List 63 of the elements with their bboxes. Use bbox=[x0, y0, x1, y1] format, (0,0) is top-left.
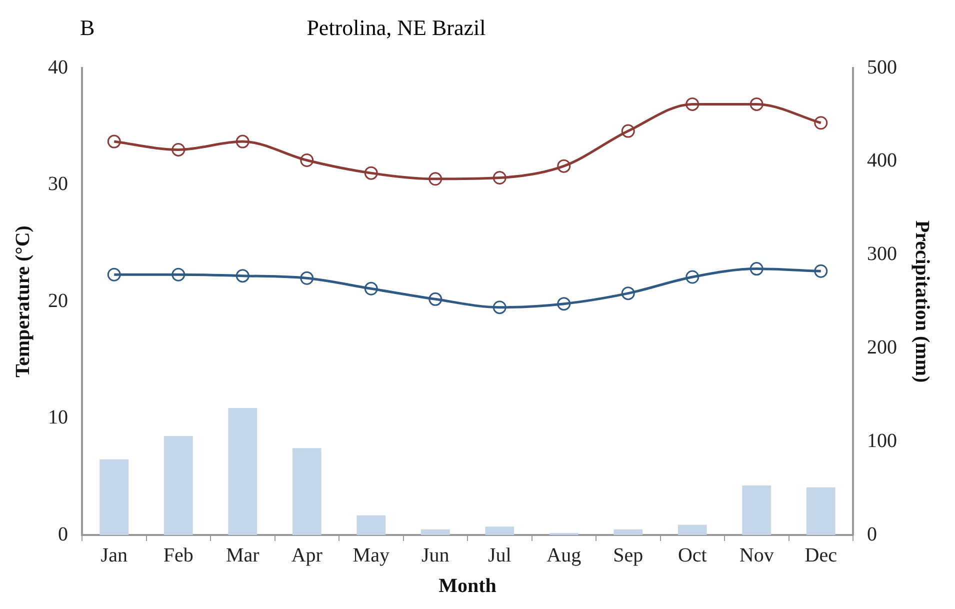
y2-tick-label: 100 bbox=[867, 430, 897, 452]
bar bbox=[420, 529, 450, 535]
x-tick-label: Jan bbox=[100, 544, 128, 566]
x-tick-label: Feb bbox=[163, 544, 194, 566]
y2-tick-label: 300 bbox=[867, 243, 897, 266]
x-tick-label: Sep bbox=[613, 544, 644, 566]
point bbox=[492, 170, 506, 184]
point bbox=[686, 97, 700, 111]
point bbox=[107, 134, 121, 148]
x-tick-label: Aug bbox=[546, 544, 582, 566]
chart-subtitle: B bbox=[80, 15, 95, 41]
point bbox=[364, 166, 378, 180]
y-tick-label: 30 bbox=[48, 173, 68, 195]
y2-tick-label: 400 bbox=[867, 150, 897, 172]
point bbox=[814, 116, 828, 130]
point bbox=[621, 286, 635, 300]
bar bbox=[485, 526, 514, 535]
y2-tick-label: 0 bbox=[867, 523, 877, 546]
bar bbox=[678, 524, 707, 535]
y2-axis-title: Precipitation (mm) bbox=[910, 220, 933, 383]
y-axis-title: Temperature (°C) bbox=[12, 226, 34, 378]
x-tick-label: Apr bbox=[291, 544, 323, 566]
point bbox=[172, 142, 186, 156]
x-tick-label: Oct bbox=[678, 544, 708, 566]
point bbox=[621, 124, 635, 138]
point bbox=[557, 159, 571, 173]
point bbox=[236, 134, 250, 148]
point bbox=[686, 270, 700, 284]
point bbox=[364, 282, 378, 296]
bar bbox=[164, 436, 193, 535]
x-tick-label: Mar bbox=[226, 544, 260, 566]
bar bbox=[356, 515, 386, 535]
point bbox=[300, 271, 314, 285]
bar bbox=[806, 487, 836, 535]
bar bbox=[228, 408, 258, 535]
point bbox=[492, 300, 506, 314]
bar bbox=[614, 529, 643, 535]
point bbox=[750, 262, 764, 276]
y-tick-label: 40 bbox=[48, 56, 68, 78]
point bbox=[428, 292, 442, 306]
bar bbox=[100, 459, 129, 535]
x-axis-title: Month bbox=[438, 575, 496, 598]
x-tick-label: Dec bbox=[804, 544, 838, 566]
bar bbox=[292, 448, 322, 535]
point bbox=[107, 268, 121, 282]
y-tick-label: 0 bbox=[58, 523, 68, 546]
y2-tick-label: 500 bbox=[867, 56, 897, 78]
x-tick-label: Jun bbox=[421, 544, 450, 566]
x-tick-label: Jul bbox=[488, 544, 512, 566]
point bbox=[428, 172, 442, 186]
point bbox=[300, 153, 314, 167]
x-tick-label: May bbox=[352, 544, 390, 566]
y2-tick-label: 200 bbox=[867, 336, 897, 358]
y-tick-label: 20 bbox=[48, 290, 68, 312]
x-tick-label: Nov bbox=[739, 544, 774, 566]
chart-title: Petrolina, NE Brazil bbox=[306, 15, 486, 41]
bar bbox=[742, 486, 772, 535]
point bbox=[172, 268, 186, 282]
y-tick-label: 10 bbox=[48, 406, 68, 428]
point bbox=[750, 97, 764, 111]
point bbox=[557, 297, 571, 311]
point bbox=[236, 269, 250, 283]
point bbox=[814, 264, 828, 278]
